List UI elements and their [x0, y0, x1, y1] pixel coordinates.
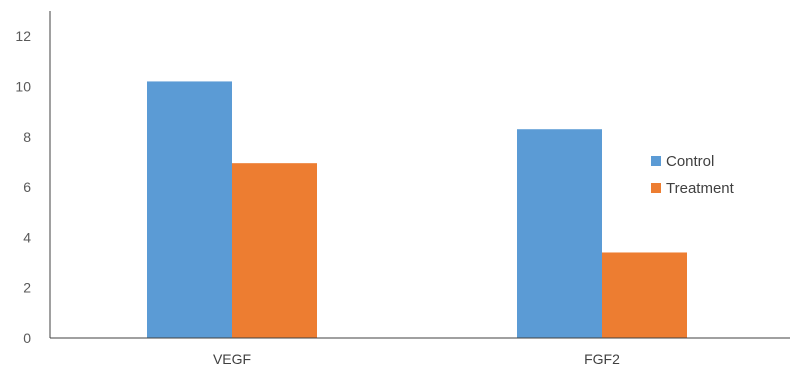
bar-treatment-fgf2: [602, 252, 687, 338]
bars: [147, 81, 687, 338]
bar-treatment-vegf: [232, 163, 317, 338]
legend-swatch: [651, 156, 661, 166]
y-tick-label: 6: [23, 179, 31, 195]
y-tick-label: 10: [15, 78, 31, 94]
x-axis-labels: VEGF FGF2: [213, 351, 620, 367]
y-axis-ticks: 0 2 4 6 8 10 12: [15, 28, 31, 346]
legend: Control Treatment: [651, 153, 735, 197]
bar-control-vegf: [147, 81, 232, 338]
x-category-label: FGF2: [584, 351, 620, 367]
y-tick-label: 0: [23, 330, 31, 346]
bar-control-fgf2: [517, 129, 602, 338]
y-tick-label: 12: [15, 28, 31, 44]
legend-label: Control: [666, 153, 714, 170]
legend-swatch: [651, 183, 661, 193]
x-category-label: VEGF: [213, 351, 251, 367]
y-tick-label: 4: [23, 229, 31, 245]
y-tick-label: 8: [23, 129, 31, 145]
y-tick-label: 2: [23, 280, 31, 296]
legend-label: Treatment: [666, 180, 735, 197]
